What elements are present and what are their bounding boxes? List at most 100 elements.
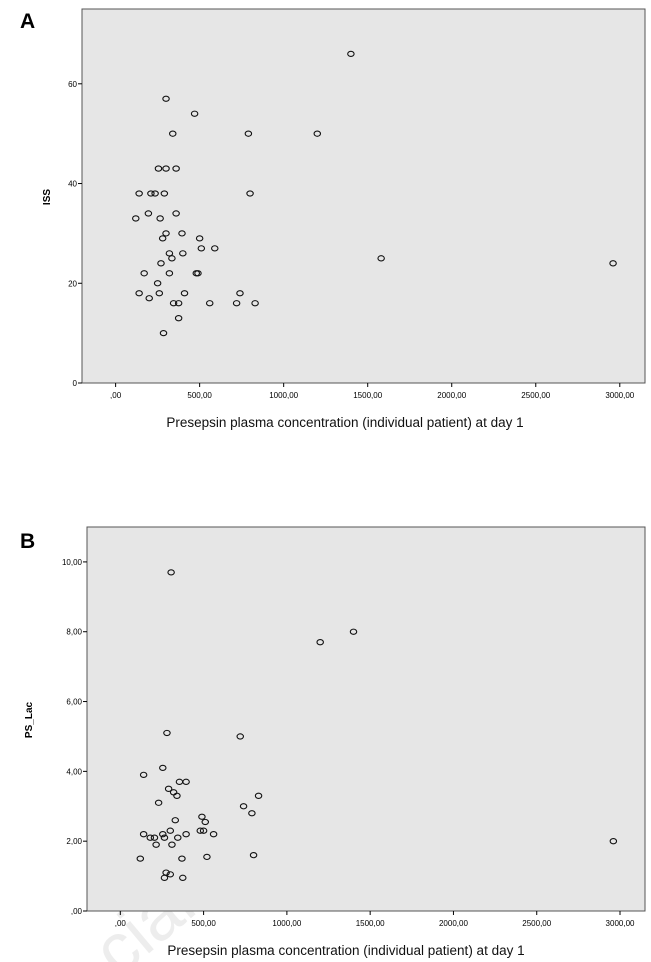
panel-b-x-tick-label: 1500,00 [356, 919, 385, 928]
panel-b-data-point [160, 874, 169, 881]
panel-b-y-tick-label: 4,00 [66, 767, 82, 776]
panel-a-data-point [158, 235, 167, 242]
panel-a-x-tick-label: 3000,00 [605, 391, 634, 400]
panel-b-data-point [236, 733, 244, 740]
panel-b-x-axis-label: Presepsin plasma concentration (individu… [167, 943, 524, 958]
panel-a-data-point [132, 215, 140, 222]
panel-a-data-point [135, 290, 143, 297]
panel-a-data-point [160, 190, 169, 197]
panel-a-data-point [147, 190, 155, 197]
panel-a-data-point [172, 165, 180, 172]
panel-a-data-point [194, 270, 202, 277]
panel-a-y-tick-label: 0 [73, 379, 78, 388]
panel-a-x-tick-label: 1500,00 [353, 391, 382, 400]
panel-b-data-point [174, 834, 182, 841]
panel-b-data-point [171, 817, 180, 824]
panel-b-data-point [167, 569, 175, 576]
panel-b-data-point [136, 855, 145, 862]
panel-a-data-point [244, 130, 253, 137]
panel-a-data-point [174, 300, 183, 307]
panel-a-data-point [153, 280, 162, 287]
panel-b-data-point [198, 813, 206, 820]
panel-a-x-tick-label: 2500,00 [521, 391, 550, 400]
panel-a-data-point [609, 260, 617, 267]
panel-a-y-tick-label: 20 [68, 279, 77, 288]
panel-a-data-point [165, 270, 174, 277]
panel-a-data-point [180, 290, 189, 297]
panel-b-data-point [349, 628, 358, 635]
panel-a-data-point [135, 190, 143, 197]
panel-b-data-point [168, 841, 176, 848]
panel-b-data-point [159, 831, 167, 838]
panel-a-y-ticks: 0 20 40 60 [68, 80, 82, 388]
panel-a-y-tick-label: 40 [68, 180, 77, 189]
panel-a-data-point [144, 210, 153, 217]
panel-b-points [136, 569, 618, 881]
panel-a-data-point [178, 230, 186, 237]
panel-a-data-point [211, 245, 219, 252]
panel-b-data-point [154, 799, 163, 806]
panel-b-y-axis-label: PS_Lac [24, 701, 35, 738]
panel-a-data-point [246, 190, 254, 197]
panel-b-data-point [146, 834, 155, 841]
panel-b-y-ticks: ,00 2,00 4,00 6,00 8,00 10,00 [62, 558, 87, 916]
panel-a-data-point [174, 315, 183, 322]
panel-a-data-point [156, 215, 164, 222]
panel-a-x-tick-label: 1000,00 [269, 391, 298, 400]
panel-b-data-point [178, 855, 186, 862]
panel-b-data-point [166, 871, 175, 878]
panel-b-data-point [209, 831, 218, 838]
panel-b-x-ticks: ,00 500,00 1000,00 1500,00 2000,00 2500,00 300… [115, 911, 635, 928]
panel-a-x-ticks: ,00 500,00 1000,00 1500,00 2000,00 2500,00 300… [110, 383, 635, 400]
panel-a-y-axis-label: ISS [42, 189, 53, 205]
panel-a-data-point [347, 50, 355, 58]
panel-b-x-tick-label: 2500,00 [522, 919, 551, 928]
panel-a-data-point [195, 235, 204, 242]
panel-b-data-point [182, 778, 190, 785]
panel-b-y-tick-label: 10,00 [62, 558, 83, 567]
panel-b-x-tick-label: 3000,00 [606, 919, 635, 928]
panel-a-data-point [154, 165, 163, 172]
panel-a-points [132, 50, 617, 337]
panel-b-x-tick-label: ,00 [115, 919, 127, 928]
panel-a-data-point [205, 300, 214, 307]
panel-b-data-point [163, 729, 171, 737]
panel-a-data-point [159, 329, 168, 337]
panel-b-y-tick-label: ,00 [71, 907, 83, 916]
panel-a-data-point [140, 270, 148, 277]
panel-a-data-point [232, 300, 241, 307]
panel-b-data-point [199, 827, 208, 834]
panel-b-plot-area [86, 526, 646, 912]
panel-a-x-tick-label: 2000,00 [437, 391, 466, 400]
panel-a-data-point [145, 295, 153, 302]
panel-b-x-tick-label: 1000,00 [272, 919, 301, 928]
panel-b-y-tick-label: 8,00 [66, 628, 82, 637]
panel-b-data-point [254, 792, 263, 799]
panel-a-x-tick-label: 500,00 [187, 391, 212, 400]
panel-b-y-tick-label: 6,00 [66, 698, 82, 707]
panel-b-data-point [609, 838, 618, 845]
panel-a-y-tick-label: 60 [68, 80, 77, 89]
panel-b-data-point [160, 834, 169, 841]
panel-b-data-point [152, 841, 160, 848]
panel-b-x-tick-label: 2000,00 [439, 919, 468, 928]
panel-a-data-point [168, 255, 176, 262]
panel-a-data-point [179, 250, 187, 257]
panel-a-data-point [157, 260, 165, 267]
panel-b-data-point [239, 803, 248, 810]
panel-a-data-point [169, 300, 178, 307]
panel-b-data-point [159, 764, 167, 772]
panel-a-data-point [155, 290, 164, 297]
panel-a-data-point [162, 95, 170, 102]
panel-b-data-point [173, 792, 181, 799]
panel-a-data-point [313, 130, 322, 137]
panel-b-data-point [248, 810, 256, 817]
panel-a-data-point [162, 165, 170, 172]
panel-b-data-point [196, 827, 205, 834]
panel-a-plot-area [81, 8, 646, 384]
panel-a-data-point [377, 255, 385, 262]
panel-a-letter: A [20, 10, 35, 33]
panel-a-x-axis-label: Presepsin plasma concentration (individu… [166, 415, 523, 430]
panel-a-data-point [162, 230, 170, 237]
